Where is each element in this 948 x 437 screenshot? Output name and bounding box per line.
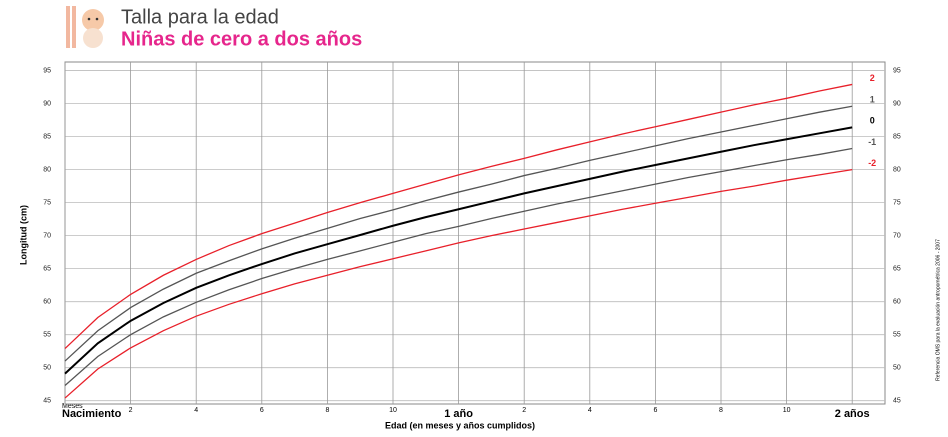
series-label: 0: [870, 116, 875, 126]
x-tick-label: 6: [653, 407, 657, 414]
series-label: 1: [870, 95, 875, 105]
x-tick-label: 10: [783, 407, 791, 414]
x-tick-label: 10: [389, 407, 397, 414]
plot-area: [64, 61, 886, 405]
y-tick-label: 80: [43, 166, 51, 173]
y-tick-label-right: 55: [893, 332, 901, 339]
y-tick-label: 95: [43, 67, 51, 74]
x-unit-label: Meses: [62, 403, 83, 410]
y-tick-label: 55: [43, 332, 51, 339]
y-tick-label: 45: [43, 398, 51, 405]
x-tick-label: 8: [325, 407, 329, 414]
y-tick-label: 85: [43, 133, 51, 140]
x-tick-label: 2 años: [835, 408, 870, 420]
y-tick-label-right: 60: [893, 299, 901, 306]
x-tick-label: 8: [719, 407, 723, 414]
y-tick-label: 60: [43, 299, 51, 306]
series-line: [64, 105, 853, 362]
y-tick-label: 65: [43, 265, 51, 272]
y-tick-label-right: 45: [893, 398, 901, 405]
y-tick-label: 90: [43, 100, 51, 107]
series-label: 2: [870, 73, 875, 83]
y-tick-label-right: 90: [893, 100, 901, 107]
y-tick-label-right: 95: [893, 67, 901, 74]
x-tick-label: 6: [260, 407, 264, 414]
y-tick-label-right: 65: [893, 265, 901, 272]
x-tick-label: 2: [522, 407, 526, 414]
y-tick-label-right: 80: [893, 166, 901, 173]
x-tick-label: 1 año: [444, 408, 473, 420]
y-tick-label-right: 75: [893, 199, 901, 206]
baby-icon: [66, 6, 104, 48]
y-tick-label: 70: [43, 232, 51, 239]
x-tick-label: Nacimiento: [62, 408, 122, 420]
series-line: [64, 126, 853, 375]
side-note: Referencia OMS para la evaluación antrop…: [935, 239, 941, 381]
x-axis-label: Edad (en meses y años cumplidos): [385, 420, 535, 430]
series-label: -2: [868, 158, 876, 168]
y-tick-label-right: 70: [893, 232, 901, 239]
chart-subtitle: Niñas de cero a dos años: [121, 28, 362, 50]
y-axis-label: Longitud (cm): [18, 205, 28, 265]
y-tick-label-right: 85: [893, 133, 901, 140]
x-tick-label: 4: [194, 407, 198, 414]
y-tick-label-right: 50: [893, 365, 901, 372]
chart-title: Talla para la edad: [121, 6, 279, 28]
x-tick-label: 2: [129, 407, 133, 414]
series-line: [64, 147, 853, 387]
y-tick-label: 50: [43, 365, 51, 372]
series-label: -1: [868, 137, 876, 147]
series-line: [64, 168, 853, 399]
x-tick-label: 4: [588, 407, 592, 414]
series-line: [64, 83, 853, 350]
y-tick-label: 75: [43, 199, 51, 206]
